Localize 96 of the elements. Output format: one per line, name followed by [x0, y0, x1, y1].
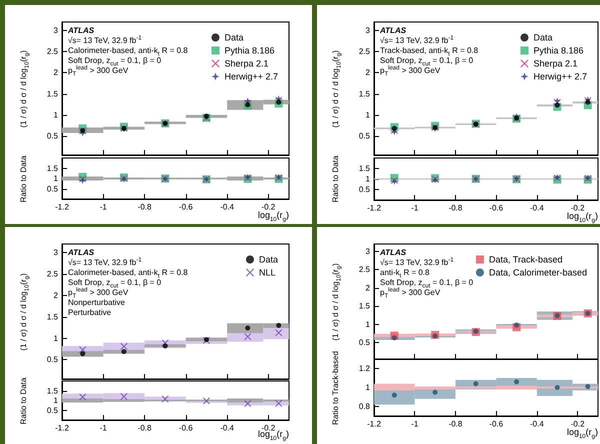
y-tick-label: 2 [366, 283, 371, 292]
x-axis-title: log$_{10}$(r$_{g}$) [258, 210, 289, 223]
y-tick-label: 1.5 [46, 386, 59, 396]
y-tick-label: 0.5 [46, 184, 59, 194]
y-tick-label: 1 [366, 320, 371, 329]
x-tick-label: -0.4 [220, 202, 235, 212]
y-tick-label: 2 [366, 68, 371, 78]
x-tick-label: -0.6 [178, 424, 194, 432]
annotation: Calorimeter-based, anti-k$_{t}$ R = 0.8 [68, 268, 188, 280]
x-tick-label: -0.2 [570, 420, 586, 428]
annotation: ATLAS [380, 248, 406, 258]
y-tick-label: 3 [366, 26, 371, 35]
legend-label: Data [258, 254, 278, 264]
x-tick-label: -0.4 [530, 420, 544, 428]
y-tick-label: 1.5 [46, 312, 59, 322]
x-tick-label: -0.8 [138, 202, 152, 212]
x-tick-label: -0.2 [570, 204, 586, 212]
annotation: p$_{T}$$^{lead}$ > 300 GeV [380, 287, 440, 300]
y-tick-label: 1.5 [46, 89, 59, 98]
annotation: ATLAS [68, 248, 94, 258]
x-tick-label: -1 [411, 420, 419, 428]
x-tick-label: -0.2 [261, 202, 276, 212]
y-tick-label: 1 [54, 174, 59, 183]
y-axis-title: Ratio to Data [331, 156, 341, 202]
y-tick-label: 1 [366, 383, 371, 392]
legend-label: Sherpa 2.1 [533, 58, 578, 68]
x-tick-label: -1 [100, 424, 108, 432]
y-tick-label: 1.2 [358, 364, 371, 373]
annotation: √s= 13 TeV, 32.9 fb$^{-1}$ [380, 35, 454, 46]
y-tick-label: 1 [54, 396, 59, 405]
annotation: anti-k$_{t}$ R = 0.8 [380, 268, 430, 280]
x-tick-label: -0.6 [489, 204, 504, 212]
y-tick-label: 2.5 [46, 47, 59, 56]
y-axis-title: Ratio to Track-based [331, 350, 341, 424]
annotation: p$_{T}$$^{lead}$ > 300 GeV [380, 65, 440, 78]
legend-label: Pythia 8.186 [533, 46, 584, 56]
y-tick-label: 0.5 [358, 132, 371, 140]
y-tick-label: 2.5 [46, 270, 59, 278]
annotation: Track-based, anti-k$_{t}$ R = 0.8 [380, 46, 478, 58]
x-tick-label: -0.8 [448, 420, 463, 428]
legend-label: Data, Calorimeter-based [488, 268, 588, 278]
x-tick-label: -1.2 [367, 204, 382, 212]
annotation: √s= 13 TeV, 32.9 fb$^{-1}$ [380, 257, 454, 268]
x-tick-label: -1 [411, 204, 419, 212]
annotation: ATLAS [68, 26, 94, 36]
y-tick-label: 1.5 [358, 302, 371, 311]
y-tick-label: 3 [54, 26, 59, 35]
annotation: Calorimeter-based, anti-k$_{t}$ R = 0.8 [68, 46, 188, 58]
x-tick-label: -1 [100, 202, 108, 212]
y-tick-label: 1 [54, 110, 59, 120]
annotation: √s= 13 TeV, 32.9 fb$^{-1}$ [68, 35, 142, 46]
legend-label: Data [224, 32, 244, 42]
x-tick-label: -0.4 [220, 424, 235, 432]
y-tick-label: 0.5 [46, 406, 59, 415]
x-tick-label: -0.6 [489, 420, 504, 428]
x-tick-label: -1.2 [367, 420, 382, 428]
annotation: p$_{T}$$^{lead}$ > 300 GeV [68, 65, 128, 78]
legend-label: Herwig++ 2.7 [533, 72, 587, 82]
y-tick-label: 2 [54, 68, 59, 78]
annotation: Perturbative [68, 308, 112, 318]
y-tick-label: 3 [366, 246, 371, 256]
legend-label: Herwig++ 2.7 [224, 72, 278, 82]
x-tick-label: -1.2 [55, 202, 70, 212]
x-tick-label: -0.8 [138, 424, 152, 432]
annotation: √s= 13 TeV, 32.9 fb$^{-1}$ [68, 257, 142, 268]
y-tick-label: 2 [54, 290, 59, 300]
y-tick-label: 0.5 [46, 355, 59, 364]
y-tick-label: 1 [366, 110, 371, 120]
annotation: ATLAS [380, 26, 406, 36]
legend-label: Pythia 8.186 [224, 46, 275, 56]
y-axis-title: Ratio to Data [19, 377, 29, 424]
x-axis-title: log$_{10}$(r$_{g}$) [566, 211, 598, 224]
y-tick-label: 0.5 [46, 132, 59, 140]
annotation: p$_{T}$$^{lead}$ > 300 GeV [68, 287, 128, 300]
legend-label: Sherpa 2.1 [224, 58, 269, 68]
legend-label: Data, Track-based [488, 254, 563, 264]
y-tick-label: 0.5 [358, 185, 371, 194]
y-tick-label: 1.5 [358, 89, 371, 98]
y-tick-label: 2.5 [358, 265, 371, 274]
y-tick-label: 2.5 [358, 47, 371, 56]
y-axis-title: Ratio to Data [19, 155, 29, 202]
y-tick-label: 0.8 [358, 402, 371, 411]
x-tick-label: -1.2 [55, 424, 70, 432]
x-tick-label: -0.6 [178, 202, 194, 212]
x-tick-label: -0.4 [530, 204, 544, 212]
y-tick-label: 1.5 [358, 164, 371, 173]
y-tick-label: 0.5 [358, 338, 371, 348]
legend-label: Data [533, 32, 552, 42]
y-tick-label: 3 [54, 248, 59, 258]
annotation: Nonperturbative [68, 298, 125, 308]
x-axis-title: log$_{10}$(r$_{g}$) [566, 427, 598, 440]
y-tick-label: 1 [366, 174, 371, 184]
y-tick-label: 1 [54, 334, 59, 343]
x-tick-label: -0.8 [448, 204, 463, 212]
y-tick-label: 1.5 [46, 164, 59, 173]
legend-label: NLL [258, 268, 276, 278]
